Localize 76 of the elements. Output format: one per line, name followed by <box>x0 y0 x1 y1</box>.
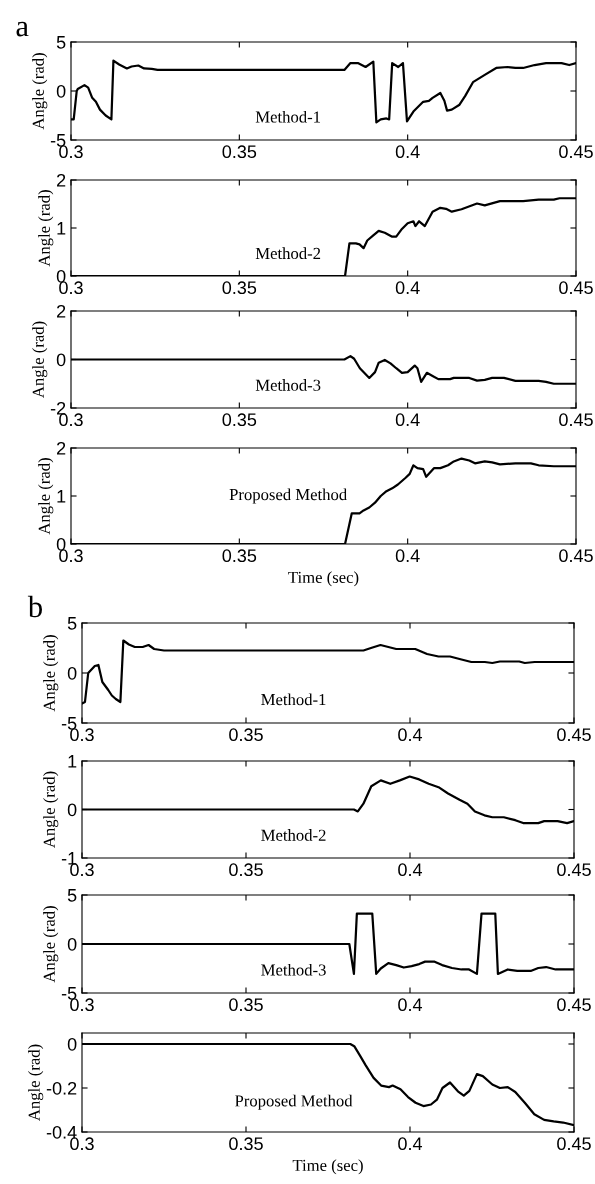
annotation: Method-1 <box>261 693 326 706</box>
x-tick-label: 0.4 <box>398 998 423 1012</box>
y-tick-label: 2 <box>57 441 66 455</box>
y-tick-label: 1 <box>57 490 66 503</box>
y-tick-label: -5 <box>61 717 77 730</box>
y-tick-label: 0 <box>67 937 77 951</box>
x-tick-label: 0.45 <box>559 549 593 563</box>
x-tick-label: 0.4 <box>398 728 423 742</box>
y-tick-label: 5 <box>67 889 77 902</box>
y-axis-title: Angle (rad) <box>43 771 59 848</box>
y-tick-label: -5 <box>61 987 77 1000</box>
y-axis-title: Angle (rad) <box>38 190 54 267</box>
x-tick-label: 0.3 <box>70 1137 94 1151</box>
x-tick-label: 0.4 <box>395 145 420 159</box>
x-tick-label: 0.45 <box>557 998 591 1012</box>
y-tick-label: 0 <box>56 537 66 551</box>
chart-title: a <box>16 21 29 37</box>
annotation: Proposed Method <box>229 488 347 504</box>
y-tick-label: 2 <box>57 173 66 187</box>
y-tick-label: 0 <box>67 803 77 817</box>
x-tick-label: 0.35 <box>222 549 257 563</box>
y-tick-label: 5 <box>67 617 77 630</box>
chart-title: b <box>27 595 42 618</box>
x-tick-label: 0.3 <box>59 549 83 563</box>
x-tick-label: 0.35 <box>222 145 257 159</box>
y-tick-label: 0 <box>56 269 66 283</box>
y-tick-label: 1 <box>57 222 66 235</box>
y-tick-label: -5 <box>50 134 66 147</box>
annotation: Method-3 <box>261 963 326 976</box>
annotation: Method-2 <box>255 247 321 260</box>
x-tick-label: 0.3 <box>59 145 83 159</box>
x-tick-label: 0.35 <box>229 728 263 742</box>
x-tick-label: 0.3 <box>70 863 94 877</box>
x-tick-label: 0.35 <box>229 863 263 877</box>
y-tick-label: -1 <box>61 852 77 865</box>
x-tick-label: 0.3 <box>59 413 83 427</box>
y-tick-label: 1 <box>68 755 77 768</box>
x-tick-label: 0.4 <box>398 863 423 877</box>
y-tick-label: -0.2 <box>46 1081 77 1095</box>
y-axis-title: Angle (rad) <box>43 635 59 712</box>
y-tick-label: 0 <box>56 353 66 367</box>
x-axis-title: Time (sec) <box>288 571 359 587</box>
x-tick-label: 0.35 <box>222 413 257 427</box>
x-tick-label: 0.45 <box>559 281 593 295</box>
y-axis-title: Angle (rad) <box>32 53 48 130</box>
x-tick-label: 0.45 <box>559 413 593 427</box>
x-tick-label: 0.3 <box>70 998 94 1012</box>
annotation: Method-3 <box>255 379 321 391</box>
x-tick-label: 0.45 <box>559 145 593 159</box>
x-tick-label: 0.35 <box>229 998 263 1012</box>
x-tick-label: 0.4 <box>395 281 420 295</box>
x-tick-label: 0.4 <box>395 549 420 563</box>
y-axis-title: Angle (rad) <box>43 906 59 983</box>
y-tick-label: 5 <box>56 36 66 49</box>
annotation: Proposed Method <box>235 1094 353 1110</box>
y-tick-label: 0 <box>67 1037 77 1051</box>
y-axis-title: Angle (rad) <box>32 321 48 398</box>
x-tick-label: 0.4 <box>395 413 420 427</box>
annotation: Method-2 <box>261 829 326 841</box>
x-tick-label: 0.3 <box>59 281 83 295</box>
y-axis-title: Angle (rad) <box>28 1044 44 1121</box>
x-tick-label: 0.4 <box>398 1137 423 1151</box>
x-tick-label: 0.3 <box>70 728 94 742</box>
y-tick-label: -0.4 <box>46 1125 77 1139</box>
x-tick-label: 0.35 <box>229 1137 263 1151</box>
x-tick-label: 0.35 <box>222 281 257 295</box>
y-tick-label: 0 <box>67 666 77 680</box>
x-tick-label: 0.45 <box>557 728 591 742</box>
annotation: Method-1 <box>255 110 321 123</box>
y-tick-label: 0 <box>56 84 66 98</box>
x-tick-label: 0.45 <box>557 863 591 877</box>
y-tick-label: -2 <box>50 401 66 415</box>
x-tick-label: 0.45 <box>557 1137 591 1151</box>
y-tick-label: 2 <box>57 304 66 318</box>
x-axis-title: Time (sec) <box>292 1159 363 1175</box>
y-axis-title: Angle (rad) <box>38 458 54 535</box>
